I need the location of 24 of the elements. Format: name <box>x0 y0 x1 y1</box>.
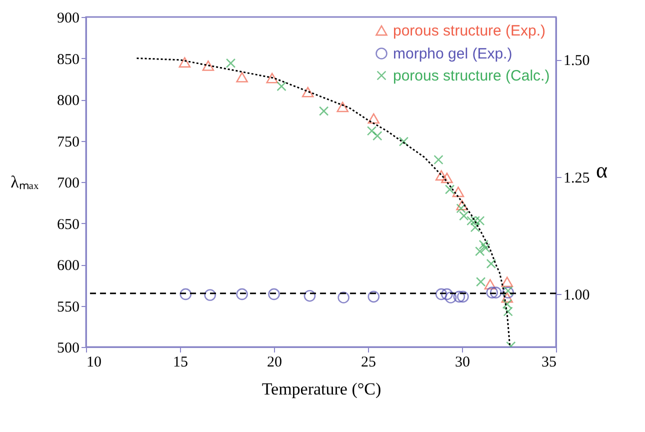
y-tick-label: 850 <box>57 52 80 68</box>
x-tick-label: 10 <box>86 354 102 370</box>
y-tick-label: 800 <box>57 93 80 109</box>
y2-tick-label: 1.50 <box>564 53 590 70</box>
y2-axis-title: α <box>596 158 608 182</box>
x-tick-label: 20 <box>267 354 282 370</box>
x-tick-label: 30 <box>455 354 470 370</box>
x-tick-label: 15 <box>173 354 188 370</box>
y-tick-label: 650 <box>57 216 80 233</box>
y-tick-label: 600 <box>57 258 80 274</box>
x-axis-title: Temperature (°C) <box>262 380 382 398</box>
y-tick-label: 700 <box>57 176 80 192</box>
y2-tick-label: 1.00 <box>564 288 590 304</box>
y-axis-title: λₘₐₓ <box>10 172 39 192</box>
y2-tick-label: 1.25 <box>564 170 590 186</box>
legend-label: porous structure (Calc.) <box>393 68 550 84</box>
legend-label: porous structure (Exp.) <box>393 22 546 40</box>
y-tick-label: 900 <box>57 10 80 26</box>
legend-label: morpho gel (Exp.) <box>393 46 512 62</box>
x-tick-label: 25 <box>361 354 376 370</box>
x-tick-label: 35 <box>542 354 556 370</box>
y-tick-label: 750 <box>57 134 80 150</box>
y-tick-label: 550 <box>57 299 80 316</box>
y-tick-label: 500 <box>57 340 80 356</box>
